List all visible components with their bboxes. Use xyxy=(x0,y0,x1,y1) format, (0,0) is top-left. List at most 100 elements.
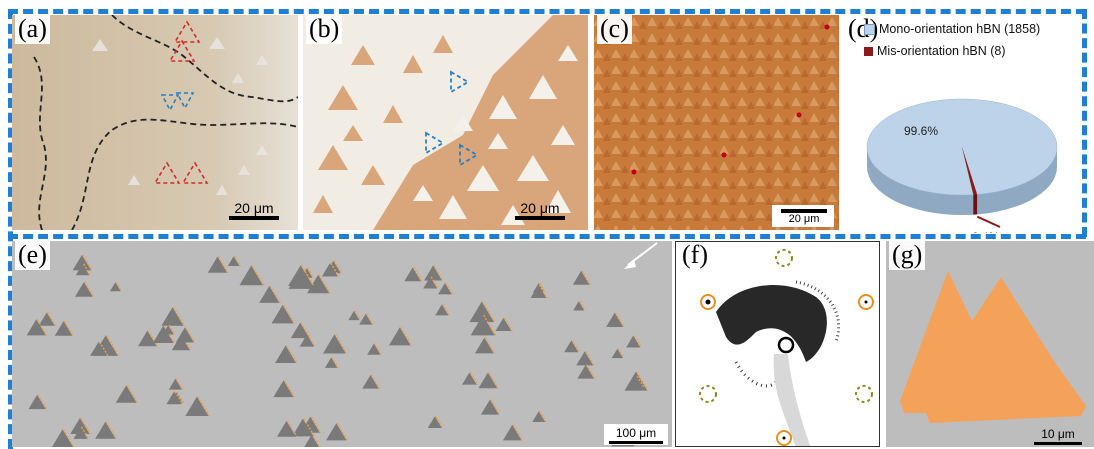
domain-edge-marker xyxy=(334,334,348,354)
domain-triangle xyxy=(530,284,547,299)
domain-triangle xyxy=(227,256,240,266)
domain-triangle xyxy=(175,327,194,343)
panel-a-scale-bar xyxy=(229,216,279,220)
panel-g-scale: 10 μm xyxy=(1028,426,1088,445)
pie-side-wall xyxy=(867,147,1057,215)
domain-triangle xyxy=(577,364,594,379)
domain-triangle xyxy=(161,307,184,326)
domain-triangle xyxy=(54,321,73,336)
legend-item-mis: Mis-orientation hBN (8) xyxy=(864,40,1040,62)
domain-triangle xyxy=(168,378,182,390)
domain-triangle xyxy=(474,337,494,354)
panel-b-scale-bar xyxy=(515,216,565,220)
panel-a-micrograph xyxy=(12,15,298,230)
panel-a: (a) 20 μm xyxy=(12,15,298,230)
domain-triangle xyxy=(321,263,338,277)
domain-triangle xyxy=(362,374,379,389)
domain-edge-marker xyxy=(80,417,92,435)
domain-edge-marker xyxy=(185,327,196,343)
domain-triangle xyxy=(469,301,495,323)
panel-g-scale-bar xyxy=(1034,442,1082,445)
domain-triangle xyxy=(606,312,624,327)
panel-e-label: (e) xyxy=(15,241,50,270)
domain-triangle xyxy=(326,423,347,441)
domain-edge-marker xyxy=(571,340,581,353)
domain-triangle xyxy=(162,325,174,335)
domain-triangle xyxy=(470,315,495,336)
domain-edge-marker xyxy=(636,371,649,391)
domain-edge-marker xyxy=(251,265,265,286)
panel-c-scale-bar xyxy=(781,209,827,213)
domain-triangle xyxy=(290,322,310,339)
domain-triangle xyxy=(109,282,121,292)
frame-left-border xyxy=(8,9,13,449)
domain-triangle xyxy=(52,429,74,447)
panel-a-scale-text: 20 μm xyxy=(234,200,274,216)
domain-edge-marker xyxy=(307,334,316,347)
frame-middle-border xyxy=(8,234,1086,239)
domain-edge-marker xyxy=(307,267,315,279)
domain-triangle xyxy=(275,345,297,363)
chart-legend: Mono-orientation hBN (1858) Mis-orientat… xyxy=(864,18,1040,62)
domain-edge-marker xyxy=(617,348,625,359)
domain-edge-marker xyxy=(482,301,496,323)
panel-f: (f) xyxy=(675,241,880,447)
domain-edge-marker xyxy=(615,312,625,328)
domain-edge-marker xyxy=(175,378,184,390)
legend-swatch-mono xyxy=(864,23,875,35)
panel-c-micrograph xyxy=(594,15,839,230)
domain-edge-marker xyxy=(312,434,321,447)
domain-triangle xyxy=(70,417,90,435)
domain-triangle xyxy=(532,411,546,422)
domain-triangle xyxy=(171,335,190,351)
domain-triangle xyxy=(495,317,512,332)
panel-f-diffraction xyxy=(676,242,879,446)
panel-e-scale-bar xyxy=(609,441,663,444)
domain-edge-marker xyxy=(310,416,322,434)
domain-triangle xyxy=(367,343,381,355)
domain-edge-marker xyxy=(435,415,444,429)
domain-edge-marker xyxy=(80,426,90,440)
domain-edge-marker xyxy=(433,265,444,281)
panel-c-scale: 20 μm xyxy=(775,209,833,226)
domain-triangle xyxy=(435,304,449,316)
domain-edge-marker xyxy=(82,254,93,271)
domain-triangle xyxy=(95,421,116,439)
domain-edge-marker xyxy=(172,306,186,327)
domain-triangle xyxy=(38,312,55,326)
domain-triangle xyxy=(324,357,338,368)
panel-g: (g) 10 μm xyxy=(886,241,1094,447)
domain-edge-marker xyxy=(283,304,296,324)
domain-edge-marker xyxy=(318,274,331,294)
domain-edge-marker xyxy=(483,314,497,336)
panel-c-label: (c) xyxy=(597,15,632,44)
domain-triangle xyxy=(388,327,411,346)
panel-g-scale-text: 10 μm xyxy=(1041,427,1075,441)
legend-swatch-mis xyxy=(864,46,873,56)
domain-edge-marker xyxy=(581,270,592,286)
domain-edge-marker xyxy=(366,313,374,325)
domain-edge-marker xyxy=(413,267,423,282)
domain-edge-marker xyxy=(234,255,242,267)
panel-b-micrograph xyxy=(303,15,588,230)
pie-label-mis-arrow xyxy=(976,215,1001,228)
domain-triangle xyxy=(299,334,315,347)
panel-d-chart: (d) Mono-orientation hBN (1858) Mis-orie… xyxy=(844,15,1080,233)
panel-c-scale-text: 20 μm xyxy=(788,213,820,225)
domain-triangle xyxy=(207,256,228,273)
domain-triangle xyxy=(239,265,263,286)
domain-triangle xyxy=(292,418,314,437)
panel-b-scale: 20 μm xyxy=(512,200,568,220)
domain-edge-marker xyxy=(538,284,548,299)
domain-edge-marker xyxy=(197,396,211,417)
pie-slice-mis xyxy=(962,147,978,195)
domain-triangle xyxy=(73,426,88,439)
domain-edge-marker xyxy=(147,330,159,347)
domain-edge-marker xyxy=(330,262,340,277)
domain-edge-marker xyxy=(286,420,298,438)
domain-edge-marker xyxy=(490,399,501,416)
panel-g-micrograph xyxy=(886,241,1094,447)
domain-triangle xyxy=(72,254,92,271)
domain-triangle xyxy=(502,424,522,441)
domain-triangle xyxy=(478,372,498,389)
